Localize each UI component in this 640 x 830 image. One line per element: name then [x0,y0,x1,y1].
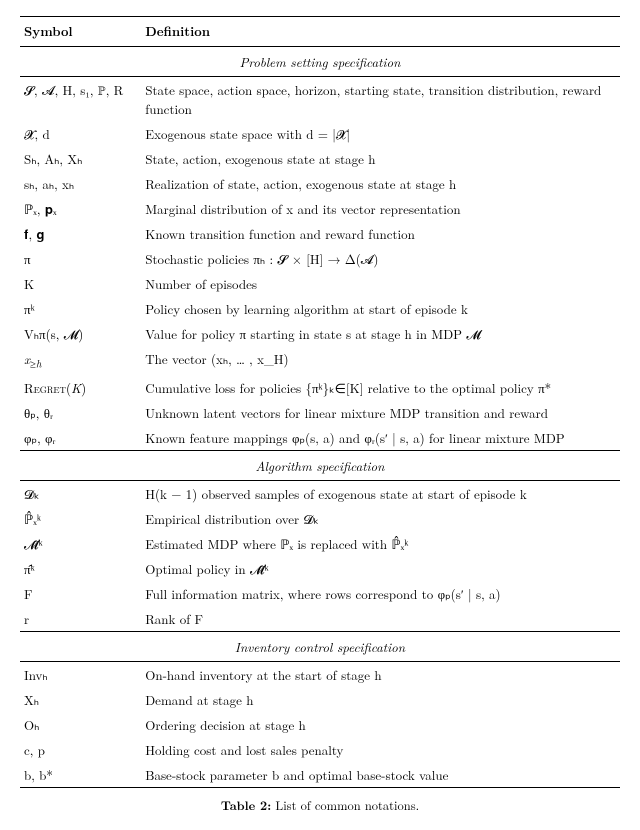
symbol-cell: Invₕ [20,661,141,687]
table-row: 𝐟, 𝐠Known transition function and reward… [20,221,620,246]
table-row: Vₕπ(s, 𝓜)Value for policy π starting in … [20,321,620,346]
table-row: ℙₓ, 𝐩ₓMarginal distribution of x and its… [20,196,620,221]
table-row: 𝓜̂ᵏEstimated MDP where ℙₓ is replaced wi… [20,531,620,556]
col-symbol: Symbol [20,17,141,47]
symbol-cell: 𝐟, 𝐠 [20,221,141,246]
definition-cell: Realization of state, action, exogenous … [141,171,620,196]
definition-cell: Ordering decision at stage h [141,712,620,737]
definition-cell: State, action, exogenous state at stage … [141,146,620,171]
table-row: 𝓓ₖH(k − 1) observed samples of exogenous… [20,480,620,506]
symbol-cell: 𝓓ₖ [20,480,141,506]
table-row: KNumber of episodes [20,271,620,296]
symbol-cell: Sₕ, Aₕ, Xₕ [20,146,141,171]
definition-cell: Holding cost and lost sales penalty [141,737,620,762]
symbol-cell: πᵏ [20,296,141,321]
symbol-cell: c, p [20,737,141,762]
section-header: Problem setting specification [20,47,620,77]
table-row: x≥hThe vector (xₕ, … , x_H) [20,346,620,375]
table-row: πStochastic policies πₕ : 𝓢 × [H] → Δ(𝓐) [20,246,620,271]
symbol-cell: Oₕ [20,712,141,737]
table-row: c, pHolding cost and lost sales penalty [20,737,620,762]
table-row: 𝓧, dExogenous state space with d = |𝓧| [20,121,620,146]
table-row: b, b*Base-stock parameter b and optimal … [20,762,620,788]
table-row: FFull information matrix, where rows cor… [20,581,620,606]
definition-cell: Number of episodes [141,271,620,296]
symbol-cell: Regret(K) [20,375,141,400]
definition-cell: Known transition function and reward fun… [141,221,620,246]
table-row: XₕDemand at stage h [20,687,620,712]
definition-cell: State space, action space, horizon, star… [141,77,620,122]
symbol-cell: b, b* [20,762,141,788]
section-title: Problem setting specification [20,47,620,77]
definition-cell: Value for policy π starting in state s a… [141,321,620,346]
definition-cell: Full information matrix, where rows corr… [141,581,620,606]
table-row: πᵏPolicy chosen by learning algorithm at… [20,296,620,321]
table-row: φₚ, φᵣKnown feature mappings φₚ(s, a) an… [20,425,620,451]
section-header: Algorithm specification [20,450,620,480]
symbol-cell: F [20,581,141,606]
table-row: 𝓢, 𝓐, H, s₁, ℙ, RState space, action spa… [20,77,620,122]
symbol-cell: Vₕπ(s, 𝓜) [20,321,141,346]
symbol-cell: 𝓢, 𝓐, H, s₁, ℙ, R [20,77,141,122]
symbol-cell: Xₕ [20,687,141,712]
table-row: Regret(K)Cumulative loss for policies {π… [20,375,620,400]
notation-table: Symbol Definition Problem setting specif… [20,16,620,788]
table-row: ℙ̂ₓᵏEmpirical distribution over 𝓓ₖ [20,506,620,531]
symbol-cell: sₕ, aₕ, xₕ [20,171,141,196]
caption-label: Table 2: [221,796,271,814]
definition-cell: Known feature mappings φₚ(s, a) and φᵣ(s… [141,425,620,451]
symbol-cell: 𝓜̂ᵏ [20,531,141,556]
definition-cell: The vector (xₕ, … , x_H) [141,346,620,375]
table-caption: Table 2: List of common notations. [20,796,620,814]
section-header: Inventory control specification [20,631,620,661]
table-row: sₕ, aₕ, xₕRealization of state, action, … [20,171,620,196]
definition-cell: Cumulative loss for policies {πᵏ}ₖ∈[K] r… [141,375,620,400]
symbol-cell: ℙₓ, 𝐩ₓ [20,196,141,221]
caption-text: List of common notations. [275,796,419,814]
symbol-cell: φₚ, φᵣ [20,425,141,451]
symbol-cell: x≥h [20,346,141,375]
definition-cell: H(k − 1) observed samples of exogenous s… [141,480,620,506]
definition-cell: Estimated MDP where ℙₓ is replaced with … [141,531,620,556]
table-row: Sₕ, Aₕ, XₕState, action, exogenous state… [20,146,620,171]
definition-cell: Empirical distribution over 𝓓ₖ [141,506,620,531]
definition-cell: Stochastic policies πₕ : 𝓢 × [H] → Δ(𝓐) [141,246,620,271]
definition-cell: Marginal distribution of x and its vecto… [141,196,620,221]
symbol-cell: ℙ̂ₓᵏ [20,506,141,531]
symbol-cell: K [20,271,141,296]
definition-cell: Exogenous state space with d = |𝓧| [141,121,620,146]
table-row: rRank of F [20,606,620,632]
definition-cell: Demand at stage h [141,687,620,712]
col-definition: Definition [141,17,620,47]
definition-cell: Base-stock parameter b and optimal base-… [141,762,620,788]
definition-cell: Policy chosen by learning algorithm at s… [141,296,620,321]
symbol-cell: θₚ, θᵣ [20,400,141,425]
section-title: Algorithm specification [20,450,620,480]
symbol-cell: r [20,606,141,632]
definition-cell: Rank of F [141,606,620,632]
table-row: OₕOrdering decision at stage h [20,712,620,737]
table-row: θₚ, θᵣUnknown latent vectors for linear … [20,400,620,425]
symbol-cell: 𝓧, d [20,121,141,146]
symbol-cell: π [20,246,141,271]
section-title: Inventory control specification [20,631,620,661]
definition-cell: On-hand inventory at the start of stage … [141,661,620,687]
table-row: InvₕOn-hand inventory at the start of st… [20,661,620,687]
definition-cell: Unknown latent vectors for linear mixtur… [141,400,620,425]
